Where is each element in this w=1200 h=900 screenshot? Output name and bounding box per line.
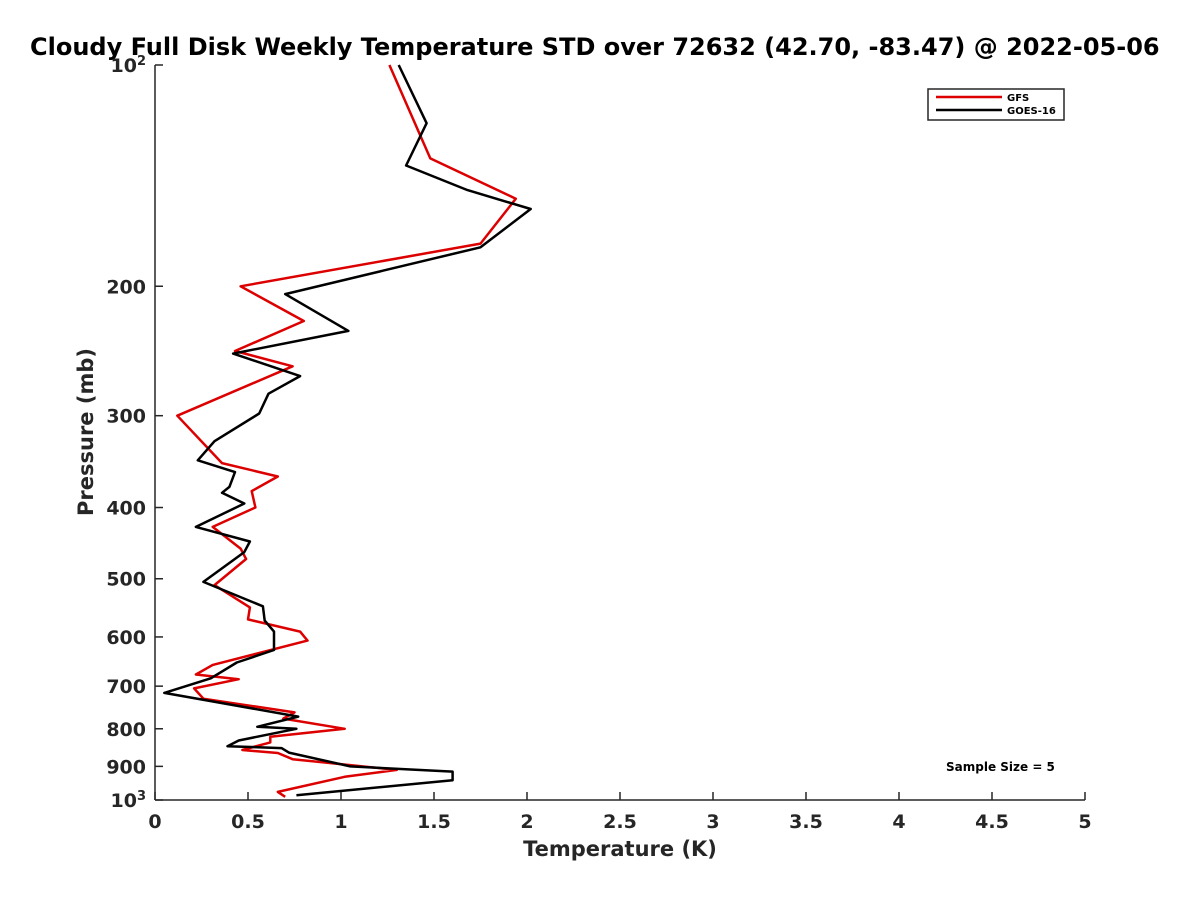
x-tick-label: 0.5 — [231, 811, 265, 833]
x-axis-ticks: 0 0.5 1 1.5 2 2.5 3 3.5 4 4.5 5 — [148, 792, 1092, 833]
y-tick-label: 700 — [106, 676, 146, 698]
x-tick-label: 3 — [706, 811, 719, 833]
sample-size-annotation: Sample Size = 5 — [946, 760, 1055, 774]
series-line-gfs — [176, 64, 518, 798]
x-tick-label: 4.5 — [975, 811, 1009, 833]
y-tick-label: 400 — [106, 498, 146, 520]
x-tick-label: 1 — [334, 811, 347, 833]
x-tick-label: 2 — [520, 811, 533, 833]
y-tick-label: 500 — [106, 569, 146, 591]
plot-area — [163, 64, 532, 798]
y-tick-label: 900 — [106, 756, 146, 778]
x-tick-label: 1.5 — [417, 811, 451, 833]
series-line-goes-16 — [163, 64, 532, 797]
legend-label-goes16: GOES-16 — [1007, 106, 1056, 117]
legend-box — [927, 88, 1065, 121]
x-tick-label: 5 — [1078, 811, 1091, 833]
y-tick-label: 800 — [106, 719, 146, 741]
y-axis-label: Pressure (mb) — [74, 348, 98, 516]
x-tick-label: 3.5 — [789, 811, 823, 833]
chart-title: Cloudy Full Disk Weekly Temperature STD … — [30, 33, 1160, 61]
y-tick-label: 200 — [106, 276, 146, 298]
x-axis-label: Temperature (K) — [523, 837, 717, 861]
y-tick-label: 300 — [106, 406, 146, 428]
x-tick-label: 4 — [892, 811, 905, 833]
y-tick-label: 600 — [106, 627, 146, 649]
legend-label-gfs: GFS — [1007, 93, 1029, 104]
legend: GFS GOES-16 — [927, 88, 1065, 121]
x-tick-label: 0 — [148, 811, 161, 833]
x-tick-label: 2.5 — [603, 811, 637, 833]
